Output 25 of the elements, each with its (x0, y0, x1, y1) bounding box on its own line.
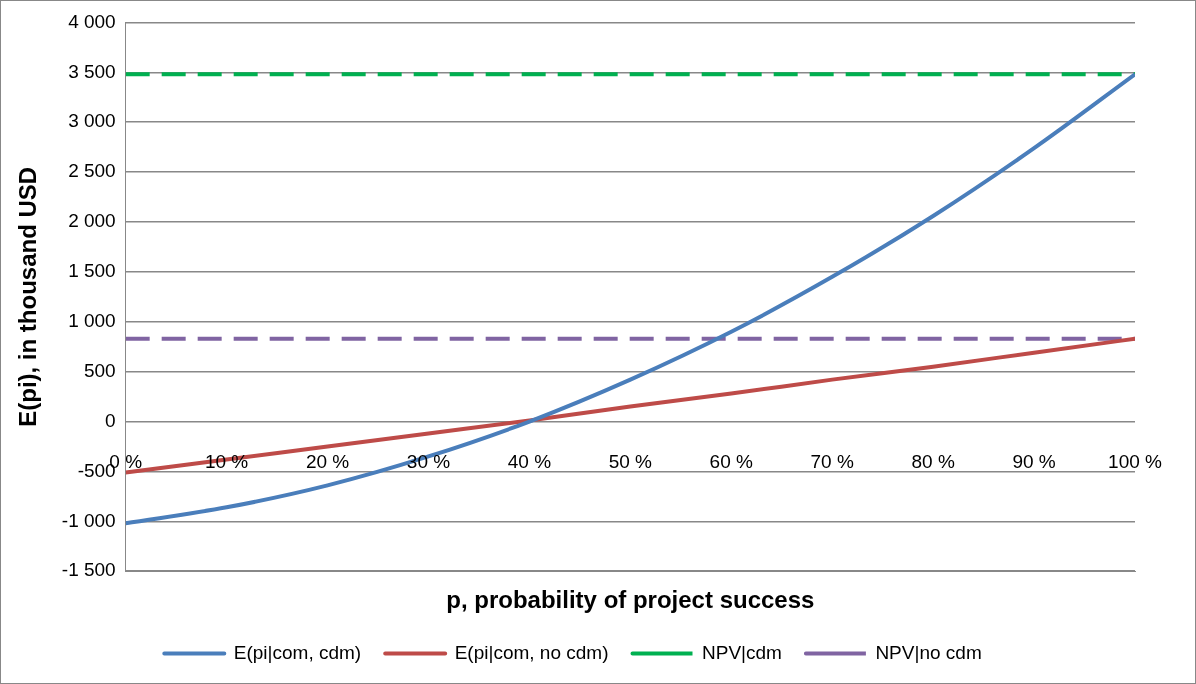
y-tick-label: 3 500 (68, 60, 116, 82)
legend-label: E(pi|com, cdm) (233, 641, 362, 663)
y-tick-label: 0 (105, 409, 116, 431)
y-tick-label: 2 500 (68, 160, 116, 182)
legend-label: NPV|no cdm (875, 641, 982, 663)
x-tick-label: 70 % (810, 451, 854, 473)
y-tick-label: 1 500 (68, 260, 116, 282)
x-axis-title: p, probability of project success (446, 586, 815, 614)
y-tick-label: 2 000 (68, 210, 116, 232)
legend-label: E(pi|com, no cdm) (454, 641, 609, 663)
y-tick-label: 500 (83, 359, 116, 381)
x-tick-label: 90 % (1012, 451, 1056, 473)
x-tick-label: 60 % (709, 451, 754, 473)
x-tick-label: 80 % (911, 451, 955, 473)
x-tick-label: 40 % (507, 451, 552, 473)
x-tick-label: 20 % (305, 451, 350, 473)
x-tick-label: 100 % (1108, 451, 1163, 473)
y-tick-label: -1 500 (61, 559, 116, 581)
y-axis-title: E(pi), in thousand USD (14, 166, 42, 427)
x-tick-label: 50 % (608, 451, 653, 473)
legend-label: NPV|cdm (702, 641, 782, 663)
y-tick-label: 1 000 (68, 309, 116, 331)
y-tick-label: -1 000 (61, 509, 116, 531)
y-tick-label: 4 000 (68, 10, 116, 32)
y-tick-label: 3 000 (68, 110, 116, 132)
